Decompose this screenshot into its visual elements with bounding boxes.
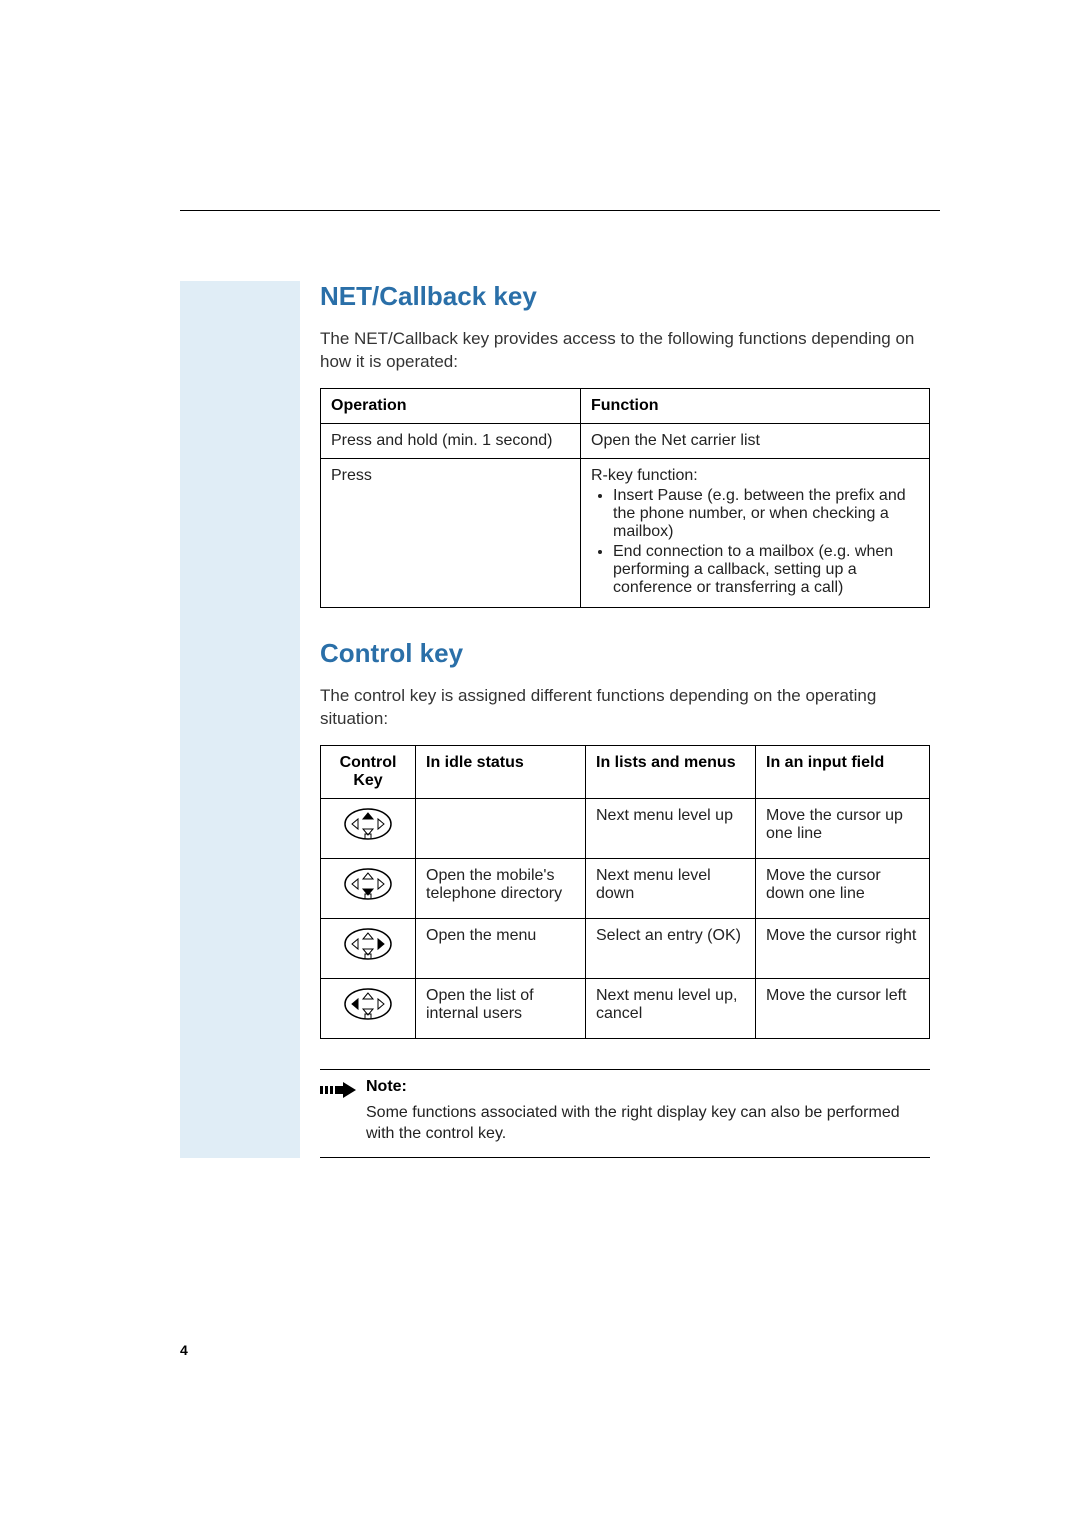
control-key-up-icon <box>342 807 394 850</box>
cell-operation: Press <box>321 458 581 607</box>
col-idle: In idle status <box>416 745 586 798</box>
cell-lists: Select an entry (OK) <box>586 918 756 978</box>
document-page: NET/Callback key The NET/Callback key pr… <box>0 0 1080 1528</box>
content-area: NET/Callback key The NET/Callback key pr… <box>180 281 940 1158</box>
list-item: End connection to a mailbox (e.g. when p… <box>613 543 919 597</box>
col-control-key: Control Key <box>321 745 416 798</box>
section2-intro: The control key is assigned different fu… <box>320 685 940 731</box>
note-block: Note: Some functions associated with the… <box>320 1069 930 1158</box>
cell-idle: Open the menu <box>416 918 586 978</box>
note-text: Note: Some functions associated with the… <box>366 1078 930 1145</box>
left-accent-strip <box>180 281 300 1158</box>
cell-control-icon <box>321 858 416 918</box>
section2-heading: Control key <box>320 638 940 669</box>
rkey-lead: R-key function: <box>591 467 698 484</box>
cell-input: Move the cursor left <box>756 978 930 1038</box>
note-arrow-icon <box>320 1078 366 1145</box>
col-function: Function <box>581 388 930 423</box>
table-row: Open the mobile's telephone directoryNex… <box>321 858 930 918</box>
control-key-table: Control Key In idle status In lists and … <box>320 745 930 1039</box>
section1-intro: The NET/Callback key provides access to … <box>320 328 940 374</box>
cell-control-icon <box>321 798 416 858</box>
table-row: Open the list of internal usersNext menu… <box>321 978 930 1038</box>
control-key-down-icon <box>342 867 394 910</box>
rkey-function-list: Insert Pause (e.g. between the prefix an… <box>613 487 919 597</box>
col-operation: Operation <box>321 388 581 423</box>
top-rule <box>180 210 940 211</box>
table-row: Open the menuSelect an entry (OK)Move th… <box>321 918 930 978</box>
section1-heading: NET/Callback key <box>320 281 940 312</box>
cell-control-icon <box>321 978 416 1038</box>
note-body: Some functions associated with the right… <box>366 1102 930 1145</box>
cell-operation: Press and hold (min. 1 second) <box>321 423 581 458</box>
main-column: NET/Callback key The NET/Callback key pr… <box>320 281 940 1158</box>
col-lists: In lists and menus <box>586 745 756 798</box>
net-callback-table: Operation Function Press and hold (min. … <box>320 388 930 608</box>
cell-lists: Next menu level up, cancel <box>586 978 756 1038</box>
page-number: 4 <box>180 1342 188 1358</box>
cell-idle: Open the mobile's telephone directory <box>416 858 586 918</box>
control-key-left-icon <box>342 987 394 1030</box>
control-key-right-icon <box>342 927 394 970</box>
col-input: In an input field <box>756 745 930 798</box>
table-row: Press R-key function: Insert Pause (e.g.… <box>321 458 930 607</box>
cell-input: Move the cursor up one line <box>756 798 930 858</box>
cell-lists: Next menu level down <box>586 858 756 918</box>
table-row: Next menu level upMove the cursor up one… <box>321 798 930 858</box>
table-header-row: Operation Function <box>321 388 930 423</box>
cell-lists: Next menu level up <box>586 798 756 858</box>
cell-control-icon <box>321 918 416 978</box>
list-item: Insert Pause (e.g. between the prefix an… <box>613 487 919 541</box>
cell-function: Open the Net carrier list <box>581 423 930 458</box>
cell-input: Move the cursor right <box>756 918 930 978</box>
cell-input: Move the cursor down one line <box>756 858 930 918</box>
cell-function: R-key function: Insert Pause (e.g. betwe… <box>581 458 930 607</box>
table-row: Press and hold (min. 1 second) Open the … <box>321 423 930 458</box>
cell-idle <box>416 798 586 858</box>
table-header-row: Control Key In idle status In lists and … <box>321 745 930 798</box>
cell-idle: Open the list of internal users <box>416 978 586 1038</box>
note-label: Note: <box>366 1078 930 1096</box>
